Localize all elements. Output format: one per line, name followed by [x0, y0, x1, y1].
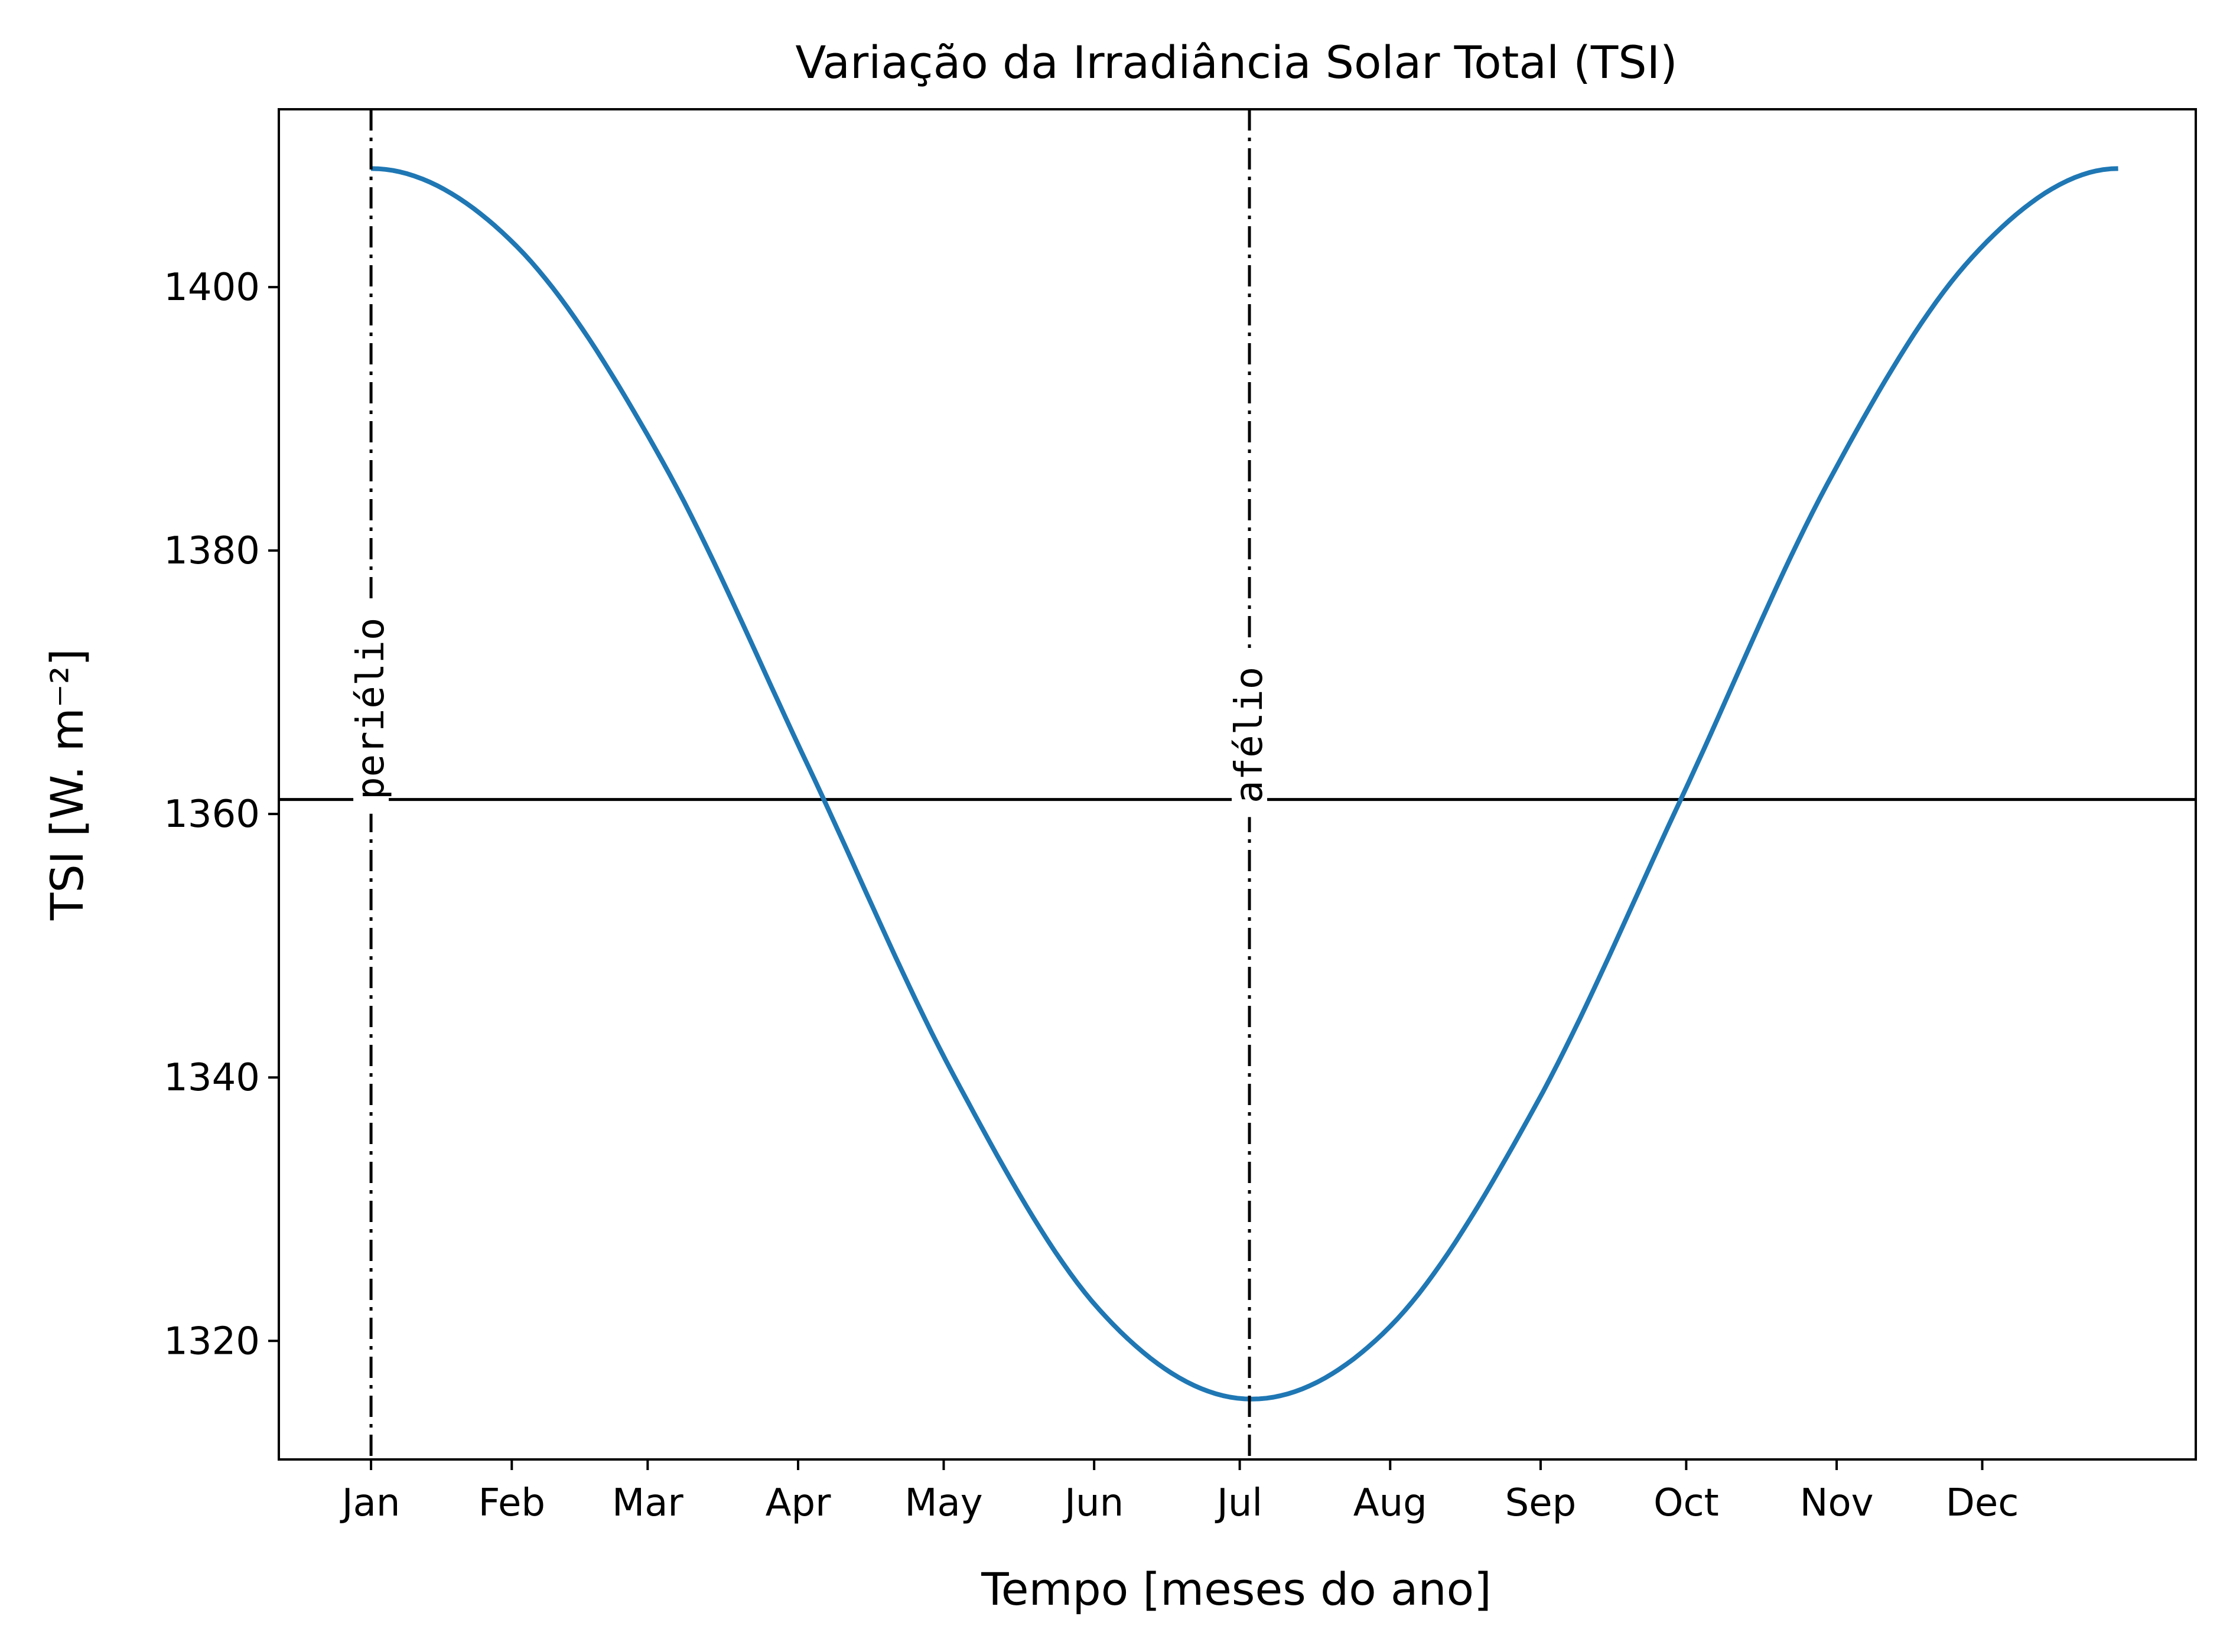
x-tick-label: Apr [766, 1481, 831, 1525]
y-axis: 1320 1340 1360 1380 1400 [164, 266, 279, 1363]
chart-title: Variação da Irradiância Solar Total (TSI… [795, 36, 1677, 89]
x-tick-label: May [904, 1481, 982, 1525]
x-tick-label: Jun [1062, 1481, 1124, 1525]
x-axis: Jan Feb Mar Apr May Jun Jul Aug Sep Oct Nov Dec [340, 1459, 2019, 1525]
plot-area: periélio afélio [279, 109, 2196, 1459]
x-tick-label: Oct [1653, 1481, 1719, 1525]
y-tick-label: 1340 [164, 1056, 260, 1100]
y-tick-label: 1400 [164, 266, 260, 309]
series-line-0 [371, 166, 2118, 1402]
y-tick-label: 1380 [164, 529, 260, 573]
x-tick-label: Jul [1215, 1481, 1262, 1525]
x-tick-label: Sep [1505, 1481, 1577, 1525]
y-tick-label: 1360 [164, 793, 260, 836]
vertical-line-label-1: afélio [1228, 667, 1271, 803]
vertical-line-label-bg-1 [1232, 653, 1268, 817]
x-tick-label: Jan [340, 1481, 401, 1525]
x-tick-label: Feb [478, 1481, 545, 1525]
axes-frame [278, 108, 2197, 1461]
x-tick-label: Aug [1353, 1481, 1427, 1525]
x-tick-label: Dec [1946, 1481, 2019, 1525]
x-axis-label: Tempo [meses do ano] [981, 1563, 1492, 1615]
y-axis-label: TSI [W. m⁻²] [41, 649, 93, 921]
x-tick-label: Nov [1800, 1481, 1874, 1525]
y-tick-label: 1320 [164, 1319, 260, 1363]
vertical-line-label-0: periélio [349, 618, 393, 800]
vertical-line-label-bg-0 [353, 603, 389, 814]
x-tick-label: Mar [612, 1481, 683, 1525]
